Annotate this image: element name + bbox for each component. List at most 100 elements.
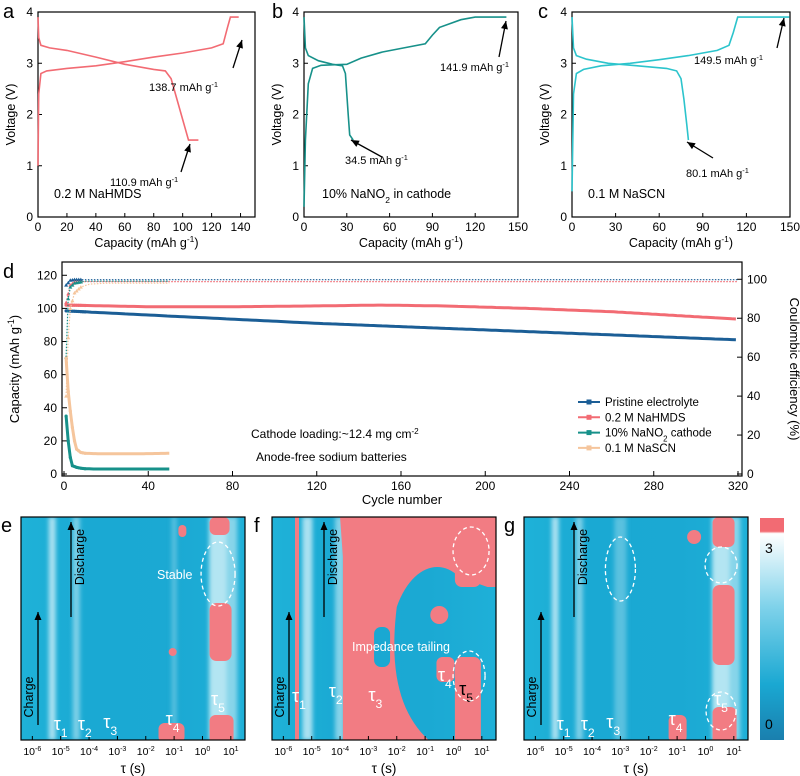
series-discharge-curve — [37, 17, 199, 141]
battery-annotation: Anode-free sodium batteries — [256, 450, 407, 464]
x-tick-label: 60 — [118, 220, 132, 234]
discharge-arrow — [320, 522, 328, 617]
x-tick-label: 80 — [147, 220, 161, 234]
x-tick-label: 10-6 — [23, 745, 41, 758]
y-tick-label: 80 — [44, 335, 58, 349]
y-right-tick-label: 20 — [747, 428, 761, 442]
tau-label: τ2 — [78, 714, 92, 740]
y-tick-label: 4 — [292, 5, 299, 19]
y-right-tick-label: 60 — [747, 350, 761, 364]
x-tick-label: 10-3 — [359, 745, 377, 758]
efficiency-point — [66, 291, 71, 296]
y-tick-label: 3 — [292, 56, 299, 70]
stable-annotation: Stable — [157, 568, 192, 582]
tau-label: τ2 — [581, 714, 595, 740]
x-tick-label: 10-4 — [331, 745, 349, 758]
x-tick-label: 100 — [698, 745, 714, 758]
y-axis-label: Voltage (V) — [538, 84, 552, 146]
tau-label: τ3 — [103, 712, 117, 738]
highlight-ellipse — [452, 526, 490, 576]
y-tick-label: 1 — [292, 159, 299, 173]
y-tick-label: 0 — [560, 210, 567, 224]
series-teal — [64, 280, 170, 471]
x-tick-label: 40 — [142, 479, 156, 493]
efficiency-point — [66, 335, 71, 340]
series-pink — [64, 279, 738, 321]
efficiency-point — [64, 394, 69, 398]
x-tick-label: 90 — [696, 220, 710, 234]
x-tick-label: 10-2 — [388, 745, 406, 758]
discharge-arrow — [570, 522, 578, 617]
efficiency-point — [66, 296, 71, 301]
series-navy — [64, 277, 738, 342]
y-right-tick-label: 40 — [747, 389, 761, 403]
x-tick-label: 101 — [474, 745, 490, 758]
capacity-point — [83, 310, 87, 314]
series-discharge-curve — [571, 17, 690, 141]
tau-label: τ5 — [459, 679, 473, 705]
panel-b-voltage-chart: 0 30 60 90 120 150 0 1 2 3 4 Capacity (mAh g-1) Volt… — [270, 5, 528, 250]
legend-marker — [586, 399, 592, 405]
capacity-point — [83, 451, 87, 455]
discharge-label: Discharge — [576, 529, 590, 585]
highlight-ellipse — [604, 536, 637, 602]
annotation-arrow — [232, 39, 243, 69]
panel-f-drt-heatmap: 10-6 10-5 10-4 10-3 10-2 10-1 100 101 τ (s) Charg… — [271, 516, 497, 776]
x-axis-label: Capacity (mAh g-1) — [629, 234, 733, 250]
x-axis-label: τ (s) — [121, 761, 146, 776]
tau-label: τ4 — [669, 709, 683, 735]
efficiency-markers — [65, 281, 738, 303]
tau-label: τ2 — [329, 681, 343, 707]
efficiency-point — [78, 280, 83, 284]
tau-label: τ5 — [211, 689, 225, 715]
x-tick-label: 320 — [728, 479, 748, 493]
annotation-arrow — [498, 20, 508, 58]
heatmap-field — [272, 517, 496, 740]
panel-letter-e: e — [1, 515, 12, 537]
y-tick-label: 60 — [44, 368, 58, 382]
x-axis-label: Cycle number — [362, 492, 443, 507]
capacity-point — [64, 414, 68, 418]
annotation-arrow — [776, 17, 786, 49]
x-tick-label: 0 — [35, 220, 42, 234]
tau-label: τ1 — [54, 714, 68, 740]
plot-frame — [271, 516, 497, 741]
x-tick-label: 10-1 — [165, 745, 183, 758]
charge-arrow — [537, 612, 545, 725]
x-tick-label: 60 — [653, 220, 667, 234]
x-tick-label: 10-1 — [668, 745, 686, 758]
capacity-point — [70, 426, 75, 430]
x-tick-label: 150 — [508, 220, 528, 234]
x-tick-label: 10-3 — [108, 745, 126, 758]
x-tick-label: 10-5 — [52, 745, 70, 758]
x-tick-label: 10-5 — [555, 745, 573, 758]
panel-d-cycling-chart: 0 40 80 120 160 200 240 280 32002040608010012002… — [6, 261, 800, 507]
x-tick-label: 101 — [726, 745, 742, 758]
efficiency-point — [68, 306, 73, 310]
y-tick-label: 4 — [560, 5, 567, 19]
capacity-annotation: 141.9 mAh g-1 — [440, 60, 509, 75]
x-tick-label: 10-6 — [526, 745, 544, 758]
x-tick-label: 10-4 — [80, 745, 98, 758]
panel-letter-d: d — [3, 261, 14, 283]
x-tick-label: 80 — [226, 479, 240, 493]
x-tick-label: 0 — [569, 220, 576, 234]
charge-label: Charge — [525, 676, 539, 717]
x-tick-label: 60 — [383, 220, 397, 234]
highlight-ellipse — [452, 650, 486, 702]
x-tick-label: 240 — [559, 479, 579, 493]
x-tick-label: 10-2 — [640, 745, 658, 758]
x-tick-label: 100 — [195, 745, 211, 758]
charge-arrow — [34, 612, 42, 725]
y-right-tick-label: 0 — [747, 467, 754, 481]
x-tick-label: 40 — [89, 220, 103, 234]
y-tick-label: 40 — [44, 401, 58, 415]
series-peach — [64, 282, 170, 456]
x-tick-label: 20 — [60, 220, 74, 234]
panel-g-drt-heatmap: 10-6 10-5 10-4 10-3 10-2 10-1 100 101 τ (s) Charg… — [523, 516, 749, 776]
x-axis-label: τ (s) — [372, 761, 397, 776]
y-tick-label: 100 — [37, 301, 57, 315]
highlight-ellipse — [704, 546, 738, 584]
y-tick-label: 1 — [560, 159, 567, 173]
